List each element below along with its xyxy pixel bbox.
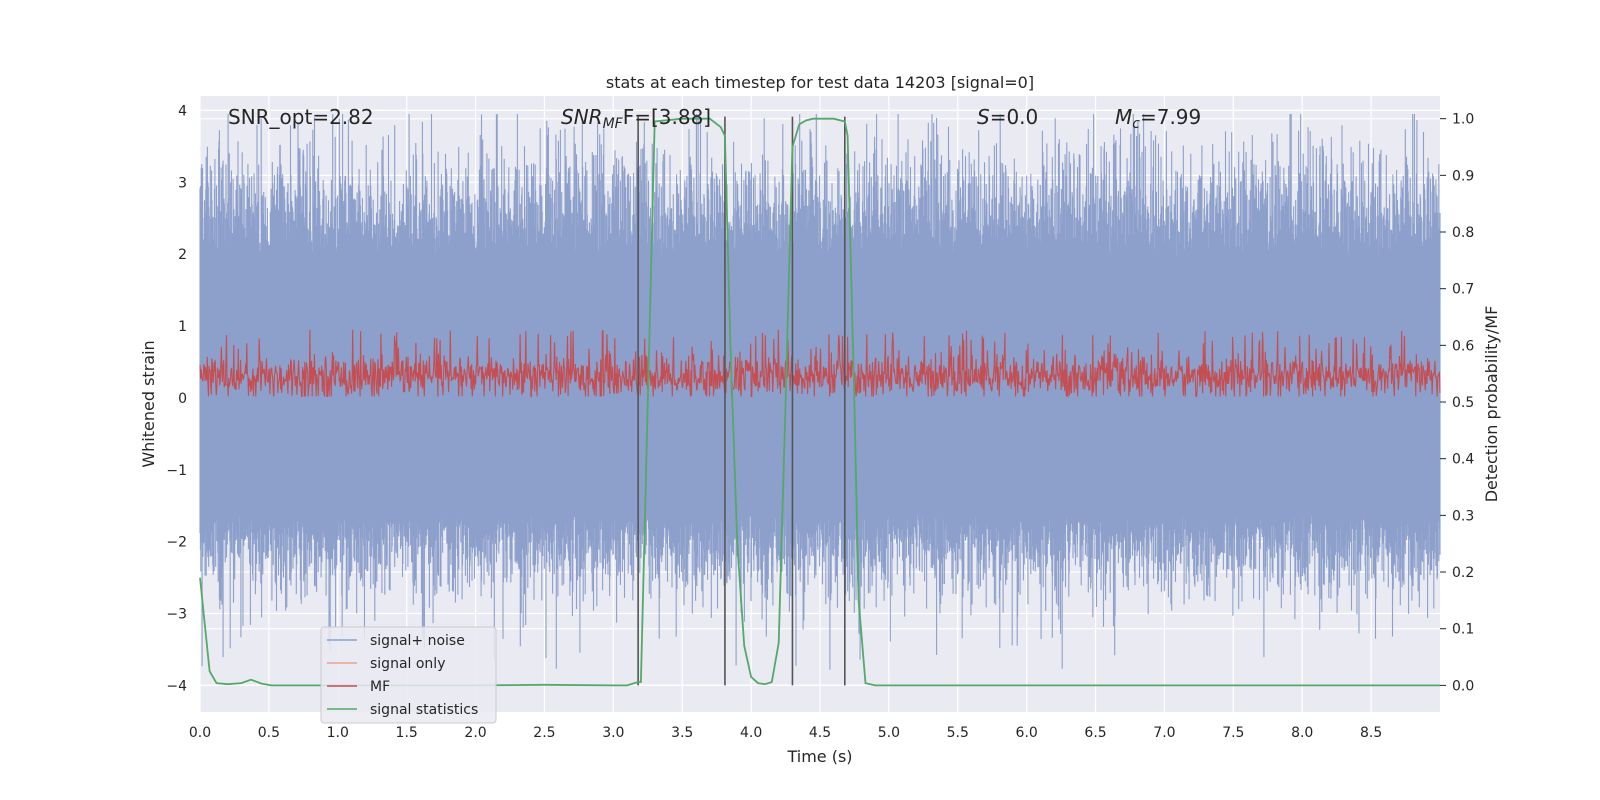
x-tick-3: 1.5 xyxy=(396,725,418,741)
y-right-tick-9: 0.9 xyxy=(1452,168,1474,184)
x-tick-15: 7.5 xyxy=(1222,725,1244,741)
y-right-tick-2: 0.2 xyxy=(1452,565,1474,581)
y-left-tick-1: −3 xyxy=(166,607,187,623)
x-tick-0: 0.0 xyxy=(189,725,211,741)
y-right-tick-7: 0.7 xyxy=(1452,282,1474,298)
y-right-tick-8: 0.8 xyxy=(1452,225,1474,241)
x-tick-11: 5.5 xyxy=(947,725,969,741)
x-tick-4: 2.0 xyxy=(464,725,486,741)
annotation-s-main: S xyxy=(977,105,990,129)
legend-box xyxy=(320,626,497,724)
y-right-tick-labels: 0.0 0.1 0.2 0.3 0.4 0.5 0.6 0.7 0.8 0.9 1.0 xyxy=(1440,112,1474,694)
x-tick-12: 6.0 xyxy=(1016,725,1038,741)
y-left-tick-5: 1 xyxy=(178,319,187,335)
legend-label-mf: MF xyxy=(370,679,390,695)
annotation-s: S=0.0 xyxy=(977,105,1038,129)
legend: signal+ noise signal only MF signal stat… xyxy=(320,626,497,724)
y-left-tick-6: 2 xyxy=(178,247,187,263)
vertical-markers xyxy=(637,116,846,686)
x-axis-label: Time (s) xyxy=(786,747,852,766)
x-tick-10: 5.0 xyxy=(878,725,900,741)
mf-line xyxy=(199,329,1441,398)
series-mf xyxy=(199,329,1441,398)
x-tick-labels: 0.0 0.5 1.0 1.5 2.0 2.5 3.0 3.5 4.0 4.5 5.0 5.5 6.0 6… xyxy=(189,725,1382,741)
x-tick-14: 7.0 xyxy=(1153,725,1175,741)
y-left-tick-7: 3 xyxy=(178,175,187,191)
y-left-tick-8: 4 xyxy=(178,103,187,119)
y-right-tick-10: 1.0 xyxy=(1452,112,1474,128)
annotation-s-rest: =0.0 xyxy=(990,105,1039,129)
annotation-snr-mf: SNRMFF=[3.88] xyxy=(561,105,711,132)
y-right-axis-label: Detection probability/MF xyxy=(1482,306,1501,503)
legend-label-signal-only: signal only xyxy=(370,656,445,672)
x-tick-13: 6.5 xyxy=(1084,725,1106,741)
chart-title: stats at each timestep for test data 142… xyxy=(606,73,1034,92)
x-tick-8: 4.0 xyxy=(740,725,762,741)
x-tick-9: 4.5 xyxy=(809,725,831,741)
y-right-tick-1: 0.1 xyxy=(1452,622,1474,638)
y-right-tick-6: 0.6 xyxy=(1452,338,1474,354)
annotation-mc-rest: =7.99 xyxy=(1140,105,1201,129)
y-right-tick-4: 0.4 xyxy=(1452,452,1474,468)
x-tick-6: 3.0 xyxy=(602,725,624,741)
annotation-snr-mf-main: SNR xyxy=(561,105,603,129)
x-tick-2: 1.0 xyxy=(327,725,349,741)
x-tick-17: 8.5 xyxy=(1360,725,1382,741)
x-tick-5: 2.5 xyxy=(533,725,555,741)
y-left-tick-3: −1 xyxy=(166,463,187,479)
y-left-tick-labels: −4 −3 −2 −1 0 1 2 3 4 xyxy=(166,103,187,694)
x-tick-1: 0.5 xyxy=(258,725,280,741)
y-right-tick-5: 0.5 xyxy=(1452,395,1474,411)
y-right-tick-0: 0.0 xyxy=(1452,678,1474,694)
annotation-mc-sub: c xyxy=(1132,116,1140,132)
annotation-snr-mf-rest: F=[3.88] xyxy=(623,105,711,129)
x-tick-7: 3.5 xyxy=(671,725,693,741)
y-left-tick-4: 0 xyxy=(178,391,187,407)
y-left-axis-label: Whitened strain xyxy=(139,340,158,467)
annotation-snr-opt: SNR_opt=2.82 xyxy=(228,105,374,129)
y-left-tick-2: −2 xyxy=(166,535,187,551)
y-right-tick-3: 0.3 xyxy=(1452,508,1474,524)
y-left-tick-0: −4 xyxy=(166,678,187,694)
legend-label-signal-statistics: signal statistics xyxy=(370,702,478,718)
annotation-mc-main: M xyxy=(1115,105,1132,129)
annotation-snr-mf-sub: MF xyxy=(603,116,624,132)
legend-label-signal-noise: signal+ noise xyxy=(370,633,465,649)
annotation-mc: Mc=7.99 xyxy=(1115,105,1201,132)
x-tick-16: 8.0 xyxy=(1291,725,1313,741)
